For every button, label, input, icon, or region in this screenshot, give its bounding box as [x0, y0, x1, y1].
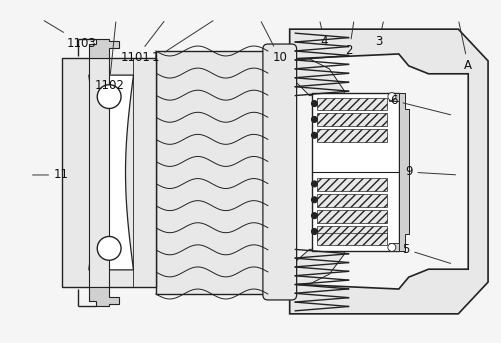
Circle shape — [311, 117, 317, 122]
Polygon shape — [89, 39, 119, 58]
Polygon shape — [388, 244, 398, 251]
Bar — [311, 93, 398, 251]
Text: 10: 10 — [261, 22, 287, 64]
Polygon shape — [89, 287, 119, 306]
Circle shape — [311, 197, 317, 203]
Text: 1101: 1101 — [121, 22, 164, 64]
Circle shape — [387, 244, 395, 251]
Bar — [317, 178, 386, 191]
Bar — [62, 58, 155, 287]
Text: 6: 6 — [389, 94, 450, 115]
Bar — [317, 129, 386, 142]
Bar — [268, 59, 291, 285]
Text: 9: 9 — [404, 165, 454, 178]
Bar — [317, 98, 386, 110]
Polygon shape — [89, 75, 133, 270]
Text: 1103: 1103 — [44, 21, 96, 49]
Text: 5: 5 — [401, 243, 450, 263]
Text: 1102: 1102 — [94, 22, 124, 92]
Text: 1: 1 — [152, 21, 212, 64]
Circle shape — [311, 100, 317, 107]
Circle shape — [311, 132, 317, 138]
Circle shape — [311, 213, 317, 218]
Polygon shape — [398, 93, 408, 251]
FancyBboxPatch shape — [263, 44, 296, 300]
Bar — [317, 226, 386, 238]
Polygon shape — [388, 93, 398, 100]
Circle shape — [387, 93, 395, 100]
Circle shape — [97, 85, 121, 108]
Circle shape — [311, 181, 317, 187]
Polygon shape — [289, 249, 344, 284]
Polygon shape — [289, 59, 344, 96]
Circle shape — [97, 236, 121, 260]
Bar — [317, 114, 386, 126]
Bar — [89, 58, 109, 287]
Bar — [317, 194, 386, 207]
Text: 2: 2 — [345, 22, 353, 58]
Polygon shape — [289, 29, 487, 314]
Bar — [317, 210, 386, 223]
Text: 4: 4 — [320, 22, 328, 48]
Bar — [317, 234, 386, 245]
Text: 3: 3 — [375, 22, 383, 48]
Text: 11: 11 — [33, 168, 69, 181]
Text: A: A — [458, 22, 471, 72]
Bar — [155, 51, 268, 294]
Circle shape — [311, 228, 317, 235]
